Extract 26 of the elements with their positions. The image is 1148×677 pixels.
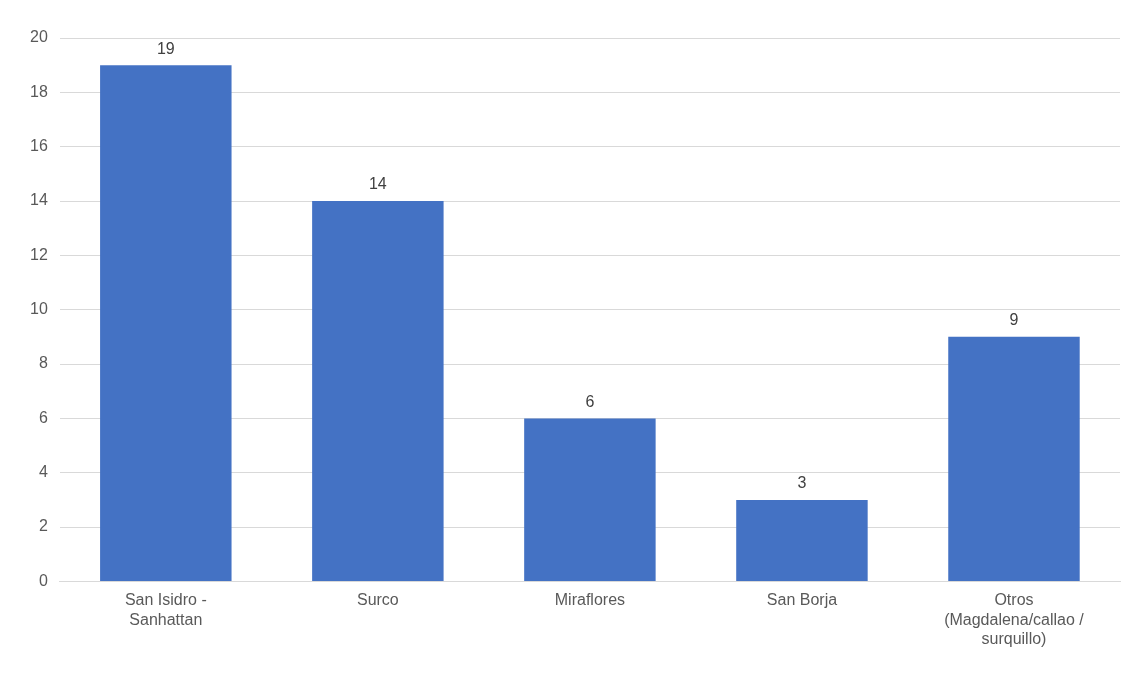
x-tick-label: Otros (Magdalena/callao / surquillo) bbox=[944, 591, 1085, 647]
x-tick-label: Surco bbox=[356, 591, 399, 609]
y-tick-label: 8 bbox=[38, 354, 48, 372]
data-label: 14 bbox=[368, 175, 387, 193]
y-tick-label: 0 bbox=[38, 571, 48, 589]
y-tick-label: 18 bbox=[30, 82, 48, 100]
x-tick-label: San Isidro - Sanhattan bbox=[124, 591, 207, 628]
y-tick-label: 20 bbox=[30, 28, 48, 46]
y-tick-label: 6 bbox=[38, 408, 48, 426]
bar bbox=[524, 418, 656, 581]
x-tick-label: Miraflores bbox=[554, 591, 626, 609]
bar bbox=[948, 336, 1080, 581]
y-tick-label: 4 bbox=[38, 463, 48, 481]
y-tick-label: 12 bbox=[30, 245, 48, 263]
bar bbox=[100, 65, 232, 581]
data-label: 19 bbox=[156, 39, 175, 57]
y-tick-label: 10 bbox=[30, 300, 48, 318]
data-label: 9 bbox=[1009, 311, 1019, 329]
y-tick-label: 2 bbox=[38, 517, 48, 535]
data-label: 3 bbox=[797, 474, 807, 492]
bar bbox=[312, 201, 444, 581]
data-label: 6 bbox=[585, 392, 595, 410]
x-tick-label: San Borja bbox=[766, 591, 838, 609]
y-tick-label: 16 bbox=[30, 137, 48, 155]
y-tick-label: 14 bbox=[30, 191, 48, 209]
bar bbox=[736, 499, 868, 581]
